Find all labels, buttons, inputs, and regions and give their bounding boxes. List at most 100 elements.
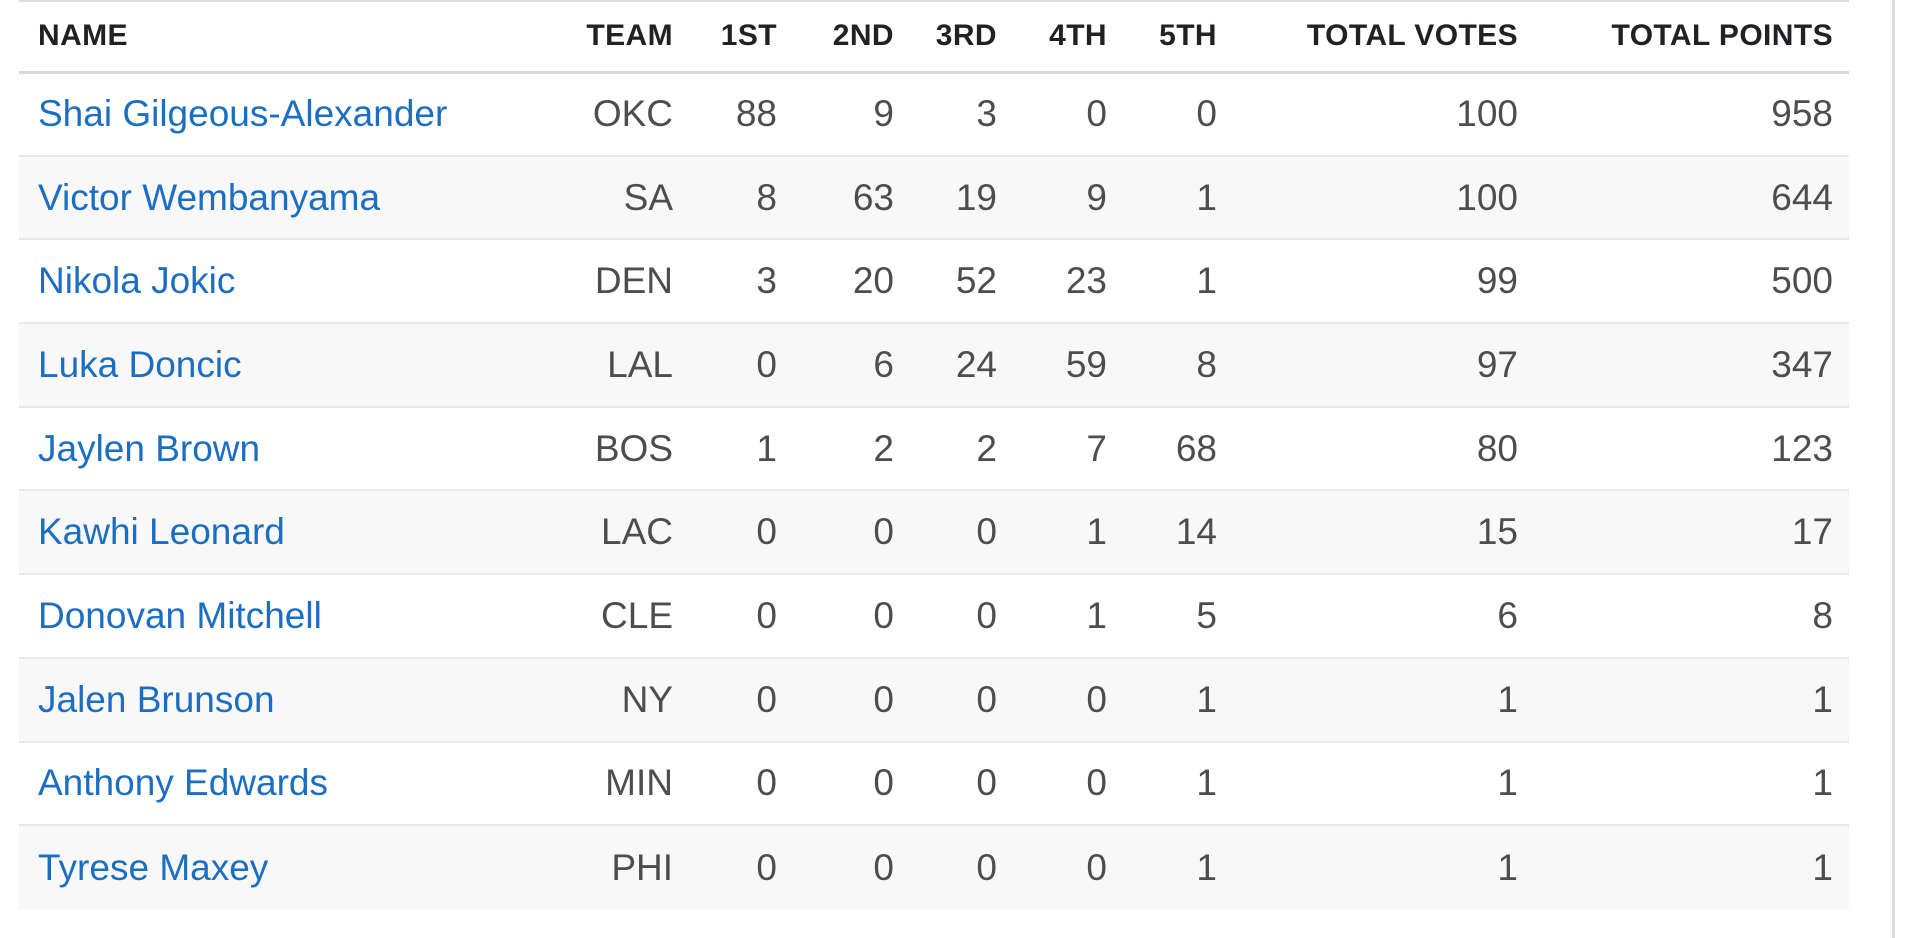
table-row: Luka Doncic LAL 0 6 24 59 8 97 347 — [19, 323, 1849, 407]
cell-5th-votes: 5 — [1196, 594, 1217, 636]
cell-5th-votes: 1 — [1196, 678, 1217, 720]
cell-5th-votes: 8 — [1196, 343, 1217, 385]
cell-total-votes: 1 — [1497, 846, 1518, 888]
cell-total-points: 1 — [1812, 762, 1833, 804]
cell-2nd-votes: 0 — [873, 678, 894, 720]
column-header-team: TEAM — [586, 19, 673, 53]
player-link[interactable]: Jaylen Brown — [38, 427, 261, 469]
cell-4th-votes: 9 — [1086, 176, 1107, 218]
cell-4th-votes: 7 — [1086, 427, 1107, 469]
column-header-total-votes: TOTAL VOTES — [1306, 19, 1518, 53]
cell-3rd-votes: 19 — [955, 176, 997, 218]
column-header-5th: 5TH — [1159, 19, 1217, 53]
cell-1st-votes: 88 — [735, 93, 777, 135]
cell-2nd-votes: 2 — [873, 427, 894, 469]
cell-2nd-votes: 6 — [873, 343, 894, 385]
cell-total-points: 1 — [1812, 846, 1833, 888]
header-row: NAME TEAM 1ST 2ND 3RD 4TH 5TH TOTAL VOTE… — [19, 1, 1849, 72]
cell-name: Victor Wembanyama — [19, 156, 499, 240]
cell-total-votes: 100 — [1456, 176, 1518, 218]
cell-total-points: 644 — [1771, 176, 1833, 218]
cell-1st-votes: 3 — [756, 260, 777, 302]
cell-name: Anthony Edwards — [19, 742, 499, 826]
cell-total-votes: 6 — [1497, 594, 1518, 636]
player-link[interactable]: Donovan Mitchell — [38, 594, 322, 636]
cell-3rd-votes: 0 — [976, 678, 997, 720]
cell-1st-votes: 0 — [756, 511, 777, 553]
cell-1st-votes: 0 — [756, 762, 777, 804]
table-row: Donovan Mitchell CLE 0 0 0 1 5 6 8 — [19, 574, 1849, 658]
cell-4th-votes: 1 — [1086, 594, 1107, 636]
cell-total-points: 8 — [1812, 594, 1833, 636]
cell-1st-votes: 8 — [756, 176, 777, 218]
player-link[interactable]: Victor Wembanyama — [38, 176, 381, 218]
cell-2nd-votes: 0 — [873, 594, 894, 636]
player-link[interactable]: Nikola Jokic — [38, 260, 236, 302]
cell-5th-votes: 1 — [1196, 176, 1217, 218]
cell-5th-votes: 68 — [1175, 427, 1217, 469]
cell-total-votes: 1 — [1497, 678, 1518, 720]
cell-team: OKC — [592, 93, 673, 135]
cell-total-votes: 99 — [1476, 260, 1518, 302]
cell-team: NY — [621, 678, 673, 720]
player-link[interactable]: Kawhi Leonard — [38, 511, 285, 553]
cell-1st-votes: 0 — [756, 343, 777, 385]
cell-total-votes: 1 — [1497, 762, 1518, 804]
cell-5th-votes: 1 — [1196, 846, 1217, 888]
mvp-votes-table: NAME TEAM 1ST 2ND 3RD 4TH 5TH TOTAL VOTE… — [19, 0, 1849, 909]
cell-3rd-votes: 0 — [976, 594, 997, 636]
player-link[interactable]: Tyrese Maxey — [38, 846, 269, 888]
column-header-total-points: TOTAL POINTS — [1611, 19, 1833, 53]
column-header-2nd: 2ND — [832, 19, 894, 53]
cell-total-votes: 15 — [1476, 511, 1518, 553]
cell-name: Shai Gilgeous-Alexander — [19, 72, 499, 156]
cell-2nd-votes: 0 — [873, 511, 894, 553]
table-row: Jaylen Brown BOS 1 2 2 7 68 80 123 — [19, 406, 1849, 491]
cell-3rd-votes: 0 — [976, 511, 997, 553]
cell-2nd-votes: 9 — [873, 93, 894, 135]
cell-4th-votes: 0 — [1086, 846, 1107, 888]
cell-5th-votes: 1 — [1196, 260, 1217, 302]
player-link[interactable]: Anthony Edwards — [38, 762, 329, 804]
cell-total-points: 1 — [1812, 678, 1833, 720]
cell-total-points: 347 — [1771, 343, 1833, 385]
cell-2nd-votes: 20 — [852, 260, 894, 302]
table-row: Victor Wembanyama SA 8 63 19 9 1 100 644 — [19, 155, 1849, 240]
table-row: Shai Gilgeous-Alexander OKC 88 9 3 0 0 1… — [19, 72, 1849, 156]
cell-name: Nikola Jokic — [19, 239, 499, 323]
cell-3rd-votes: 0 — [976, 846, 997, 888]
cell-total-points: 500 — [1771, 260, 1833, 302]
cell-4th-votes: 59 — [1065, 343, 1107, 385]
player-link[interactable]: Shai Gilgeous-Alexander — [38, 93, 448, 135]
cell-name: Jaylen Brown — [19, 407, 499, 491]
cell-4th-votes: 0 — [1086, 93, 1107, 135]
column-header-3rd: 3RD — [935, 19, 997, 53]
cell-total-votes: 80 — [1476, 427, 1518, 469]
cell-3rd-votes: 0 — [976, 762, 997, 804]
cell-3rd-votes: 3 — [976, 93, 997, 135]
cell-4th-votes: 1 — [1086, 511, 1107, 553]
player-link[interactable]: Jalen Brunson — [38, 678, 275, 720]
cell-2nd-votes: 63 — [852, 176, 894, 218]
cell-2nd-votes: 0 — [873, 846, 894, 888]
column-header-4th: 4TH — [1049, 19, 1107, 53]
cell-name: Tyrese Maxey — [19, 825, 499, 909]
table-row: Jalen Brunson NY 0 0 0 0 1 1 1 — [19, 657, 1849, 742]
cell-1st-votes: 0 — [756, 594, 777, 636]
cell-team: MIN — [605, 762, 673, 804]
cell-total-points: 123 — [1771, 427, 1833, 469]
table-row: Nikola Jokic DEN 3 20 52 23 1 99 500 — [19, 239, 1849, 324]
cell-4th-votes: 0 — [1086, 678, 1107, 720]
cell-team: BOS — [594, 427, 673, 469]
cell-1st-votes: 1 — [756, 427, 777, 469]
cell-4th-votes: 0 — [1086, 762, 1107, 804]
cell-5th-votes: 14 — [1175, 511, 1217, 553]
cell-4th-votes: 23 — [1065, 260, 1107, 302]
cell-total-votes: 97 — [1476, 343, 1518, 385]
player-link[interactable]: Luka Doncic — [38, 343, 242, 385]
cell-team: SA — [623, 176, 673, 218]
table-header: NAME TEAM 1ST 2ND 3RD 4TH 5TH TOTAL VOTE… — [19, 1, 1849, 72]
cell-3rd-votes: 2 — [976, 427, 997, 469]
cell-5th-votes: 1 — [1196, 762, 1217, 804]
table-body: Shai Gilgeous-Alexander OKC 88 9 3 0 0 1… — [19, 72, 1849, 909]
